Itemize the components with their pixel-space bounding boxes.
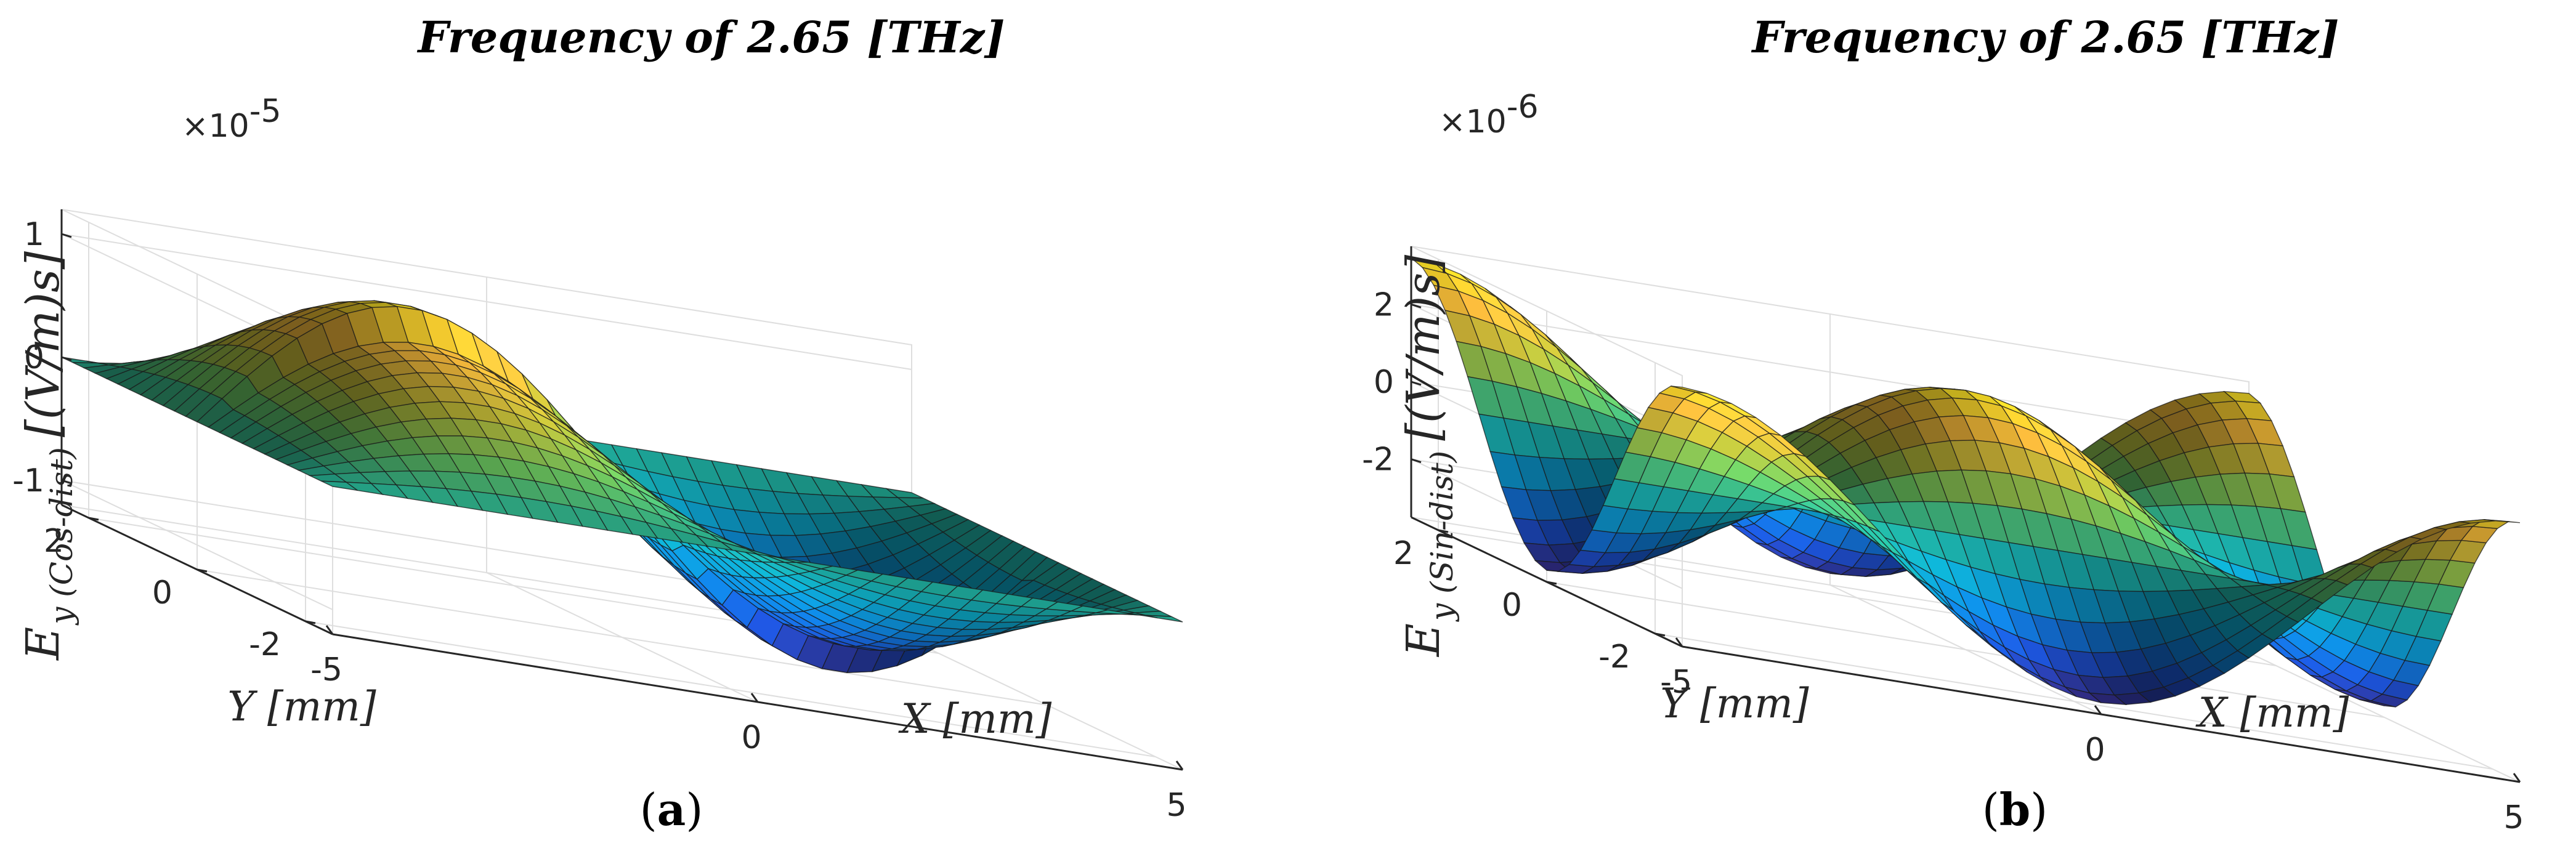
floor-gridline-y — [1655, 633, 2493, 770]
axes: -5 0 5 -2 0 2-1 0 1 — [12, 209, 1187, 824]
caption-letter: a — [657, 783, 686, 836]
z-tick-label: 1 — [24, 216, 44, 253]
y-axis-label: Y [mm] — [1660, 680, 1808, 727]
svg-text:E y (Sin-dist): E y (Sin-dist) [(V/m)s] — [1397, 255, 1460, 658]
chart-panel-a: Frequency of 2.65 [THz] -5 0 5 -2 0 2 -1 0 1 E y… — [12, 12, 1187, 836]
x-tick — [325, 625, 334, 635]
exponent-base: ×10 — [1439, 103, 1507, 140]
x-tick-label: 0 — [741, 719, 761, 756]
y-tick-label: -2 — [249, 626, 281, 663]
x-tick-label: 5 — [1166, 787, 1186, 824]
z-label-main: E — [17, 627, 70, 661]
z-tick — [1411, 458, 1422, 464]
x-tick — [2094, 705, 2102, 715]
y-tick — [196, 568, 208, 573]
x-tick — [1675, 637, 1683, 647]
axes: -5 0 5 -2 0 2 -2 0 2 — [1362, 246, 2524, 836]
y-tick — [1438, 529, 1449, 533]
z-exponent: ×10-6 — [1439, 89, 1539, 140]
z-tick — [1411, 303, 1422, 309]
x-tick-label: -5 — [310, 651, 342, 688]
side-wall — [1411, 246, 1683, 647]
y-tick — [1655, 632, 1666, 637]
x-axis-label: X [mm] — [898, 695, 1052, 743]
z-label-main: E — [1397, 623, 1450, 658]
surface-cell — [1146, 615, 1183, 623]
floor-gridline-y — [1546, 581, 2385, 718]
z-tick — [61, 479, 72, 485]
y-tick-label: 0 — [152, 575, 172, 611]
z-tick — [61, 356, 72, 361]
z-tick — [61, 233, 72, 238]
z-exponent: ×10-5 — [182, 93, 281, 145]
chart-panel-b: Frequency of 2.65 [THz] -5 0 5 -2 0 2 -2 0 2 E y… — [1288, 0, 2576, 851]
z-axis-label: E y (Sin-dist) [(V/m)s] — [1397, 255, 1460, 658]
exponent-base: ×10 — [182, 108, 249, 145]
svg-text:E y (Cos-dist): E y (Cos-dist) [(V/m)s] — [17, 251, 79, 661]
surface-cell — [2484, 519, 2521, 523]
z-tick — [1411, 381, 1422, 386]
z-label-unit: [(V/m)s] — [1397, 255, 1450, 441]
chart-title: Frequency of 2.65 [THz] — [1751, 12, 2339, 63]
chart-title: Frequency of 2.65 [THz] — [416, 12, 1005, 63]
z-label-sub: y (Sin-dist) — [1424, 451, 1460, 622]
surface-mesh — [1411, 257, 2521, 708]
y-axis-label: Y [mm] — [227, 683, 376, 730]
y-tick-label: -2 — [1598, 639, 1630, 676]
x-tick-label: 0 — [2084, 732, 2105, 768]
y-tick — [305, 620, 316, 624]
z-tick-label: -2 — [1362, 442, 1394, 478]
floor-gridline-y — [196, 569, 1048, 706]
surface-chart-b: Frequency of 2.65 [THz] -5 0 5 -2 0 2 -2 0 2 E y… — [1362, 12, 2524, 836]
z-tick-label: 2 — [1374, 286, 1394, 323]
y-tick-label: 2 — [44, 523, 64, 560]
y-tick — [88, 517, 99, 521]
caption-a: (a) — [640, 783, 703, 836]
z-tick-label: -1 — [12, 462, 44, 499]
x-tick-label: 5 — [2503, 799, 2524, 836]
exponent-power: -6 — [1507, 89, 1539, 126]
x-tick — [2513, 773, 2521, 783]
floor-gridline-y — [305, 621, 1156, 757]
z-label-unit: [(V/m)s] — [17, 251, 70, 437]
z-tick-label: 0 — [24, 339, 44, 376]
surface-chart-a: Frequency of 2.65 [THz] -5 0 5 -2 0 2-1 0 1 E y… — [12, 12, 1187, 836]
z-tick-label: 0 — [1374, 364, 1394, 401]
exponent-power: -5 — [249, 93, 281, 130]
x-tick — [750, 693, 759, 703]
z-label-sub: y (Cos-dist) — [44, 447, 79, 626]
y-tick-label: 0 — [1502, 587, 1522, 624]
caption-b: (b) — [1982, 783, 2048, 836]
z-axis-label: E y (Cos-dist) [(V/m)s] — [17, 251, 79, 661]
caption-letter: b — [1999, 783, 2030, 836]
x-tick — [1175, 760, 1184, 770]
x-axis-label: X [mm] — [2195, 689, 2349, 736]
y-tick — [1546, 581, 1557, 585]
y-tick-label: 2 — [1393, 535, 1414, 572]
surface-mesh — [61, 300, 1183, 673]
x-tick-label: -5 — [1660, 664, 1692, 701]
